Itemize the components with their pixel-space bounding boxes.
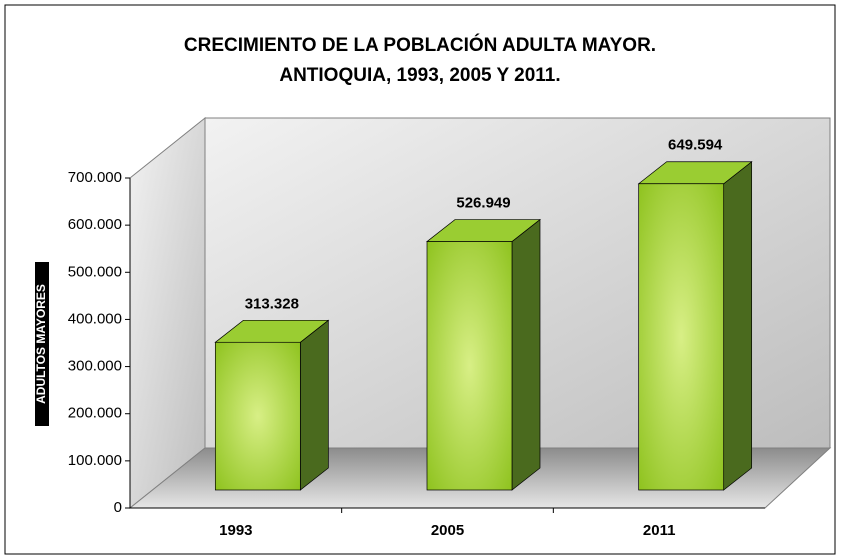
bar-side (299, 319, 329, 491)
y-tick-label: 600.000 (68, 216, 122, 233)
bar-side (511, 218, 541, 491)
y-tick-label: 300.000 (68, 358, 122, 375)
y-label-bg (35, 262, 49, 426)
y-tick-label: 500.000 (68, 263, 122, 280)
y-tick-label: 200.000 (68, 405, 122, 422)
side-wall (129, 116, 206, 510)
bar (426, 241, 513, 491)
bar (214, 341, 301, 491)
value-label: 526.949 (456, 195, 510, 212)
x-tick-label: 2005 (431, 522, 464, 539)
y-tick-label: 100.000 (68, 452, 122, 469)
bar-side (723, 161, 753, 491)
y-tick-label: 0 (114, 499, 122, 516)
chart-title: CRECIMIENTO DE LA POBLACIÓN ADULTA MAYOR… (184, 34, 656, 56)
value-label: 313.328 (245, 295, 299, 312)
chart-subtitle: ANTIOQUIA, 1993, 2005 Y 2011. (279, 65, 560, 86)
y-tick-label: 700.000 (68, 169, 122, 186)
value-label: 649.594 (668, 137, 723, 154)
y-tick-label: 400.000 (68, 310, 122, 327)
bar (638, 183, 725, 491)
x-tick-label: 2011 (643, 522, 676, 539)
x-tick-label: 1993 (219, 522, 252, 539)
y-axis-label: ADULTOS MAYORES (34, 284, 48, 404)
